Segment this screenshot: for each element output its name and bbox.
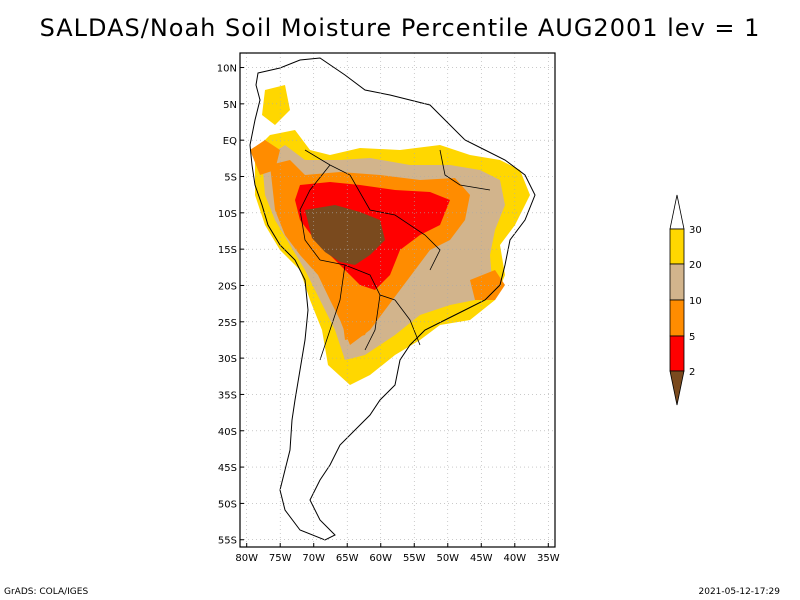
colorbar-bottom-triangle	[669, 370, 685, 406]
colorbar-legend: 30 20 10 5 2	[669, 194, 702, 406]
lon-tick-label: 60W	[369, 553, 392, 564]
lat-tick-label: 35S	[218, 390, 237, 401]
lon-tick-label: 75W	[269, 553, 292, 564]
lat-lon-grid	[240, 53, 555, 547]
country-borders	[299, 149, 491, 361]
colorbar-label: 2	[689, 367, 695, 378]
colorbar-label: 30	[689, 225, 702, 236]
lon-tick-label: 80W	[235, 553, 258, 564]
footer-credit: GrADS: COLA/IGES	[4, 587, 89, 597]
colorbar-label: 5	[689, 332, 695, 343]
chart-title: SALDAS/Noah Soil Moisture Percentile AUG…	[39, 14, 761, 42]
lat-tick-label: 10N	[217, 64, 237, 75]
lat-tick-label: EQ	[223, 136, 237, 147]
colorbar-top-triangle	[669, 194, 685, 230]
lon-tick-label: 45W	[470, 553, 493, 564]
lat-tick-label: 10S	[218, 209, 237, 220]
shading-patch	[262, 85, 290, 125]
lat-tick-label: 30S	[218, 354, 237, 365]
colorbar-label: 20	[689, 260, 702, 271]
footer-timestamp: 2021-05-12-17:29	[698, 587, 781, 597]
moisture-shading	[250, 85, 530, 385]
colorbar-segment	[669, 299, 685, 337]
shading-patch	[340, 290, 375, 340]
lon-tick-label: 40W	[503, 553, 526, 564]
lon-tick-label: 70W	[302, 553, 325, 564]
lat-tick-label: 20S	[218, 281, 237, 292]
lon-tick-label: 35W	[537, 553, 560, 564]
colorbar-segment	[669, 263, 685, 301]
lat-tick-label: 45S	[218, 463, 237, 474]
shading-below-2	[305, 205, 385, 265]
lat-tick-label: 50S	[218, 499, 237, 510]
map-frame	[239, 52, 556, 548]
lat-tick-label: 55S	[218, 536, 237, 547]
lat-tick-label: 15S	[218, 245, 237, 256]
lon-tick-label: 50W	[436, 553, 459, 564]
lat-tick-label: 40S	[218, 427, 237, 438]
colorbar-segment	[669, 335, 685, 372]
lat-tick-label: 5S	[224, 173, 237, 184]
lon-tick-label: 65W	[336, 553, 359, 564]
latitude-axis: 10N 5N EQ 5S 10S 15S 20S 25S 30S 35S 40S 45S 50S 55S	[217, 64, 244, 547]
shading-patch	[250, 140, 280, 175]
lon-tick-label: 55W	[403, 553, 426, 564]
shading-patch	[470, 270, 505, 300]
lat-tick-label: 5N	[223, 100, 237, 111]
colorbar-segment	[669, 228, 685, 265]
longitude-axis: 80W 75W 70W 65W 60W 55W 50W 45W 40W 35W	[235, 543, 560, 564]
colorbar-label: 10	[689, 296, 702, 307]
map-area	[239, 52, 556, 548]
lat-tick-label: 25S	[218, 318, 237, 329]
